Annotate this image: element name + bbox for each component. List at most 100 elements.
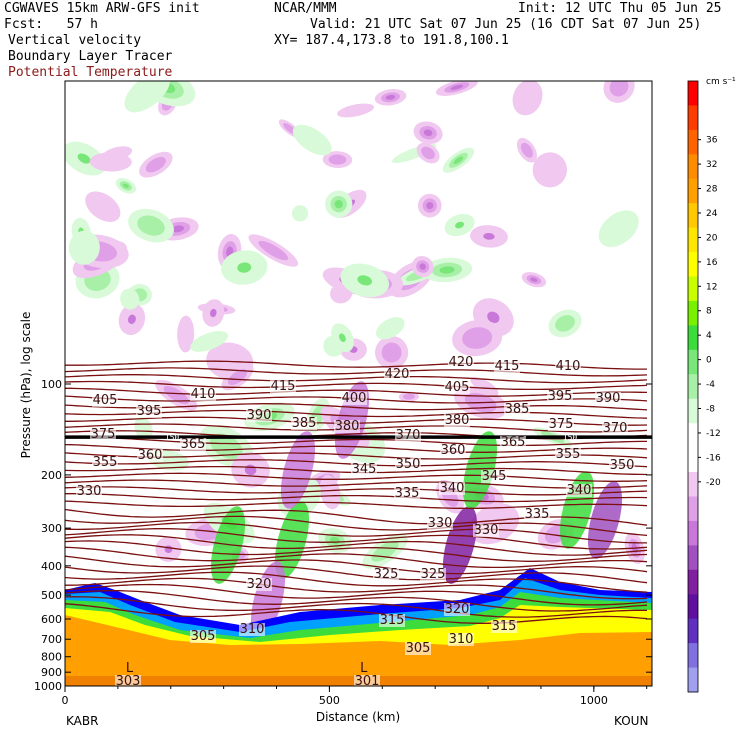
colorbar-swatch: [688, 374, 698, 400]
contour-label: 310: [240, 622, 265, 637]
colorbar-tick-label: 20: [706, 233, 718, 243]
contour-label-bg: [137, 449, 163, 462]
contour-label-bg: [136, 405, 162, 418]
colorbar-swatch: [688, 569, 698, 595]
contour-label-bg: [405, 642, 431, 655]
contour-label: 330: [474, 523, 499, 538]
velocity-cell-core: [381, 342, 402, 363]
theta-contour-line: [65, 546, 648, 569]
contour-label: 340: [440, 481, 465, 496]
contour-label-bg: [92, 456, 118, 469]
contour-label-bg: [547, 390, 573, 403]
contour-label: 360: [138, 448, 163, 463]
contour-label: 305: [191, 629, 216, 644]
theta-contour-line: [65, 577, 648, 600]
contour-label-bg: [494, 360, 520, 373]
y-tick-label: 600: [41, 613, 62, 626]
contour-label-bg: [395, 458, 421, 471]
colorbar-swatch: [688, 472, 698, 497]
colorbar-tick-label: 0: [706, 356, 712, 366]
velocity-cell-peak: [530, 277, 538, 282]
contour-label: 365: [501, 435, 526, 450]
velocity-cell: [337, 103, 374, 118]
contour-label-bg: [394, 487, 420, 500]
y-axis-label: Pressure (hPa), log scale: [19, 312, 33, 459]
velocity-cell-core: [462, 327, 493, 349]
contour-label: 385: [505, 402, 530, 417]
theta-contour-line: [65, 540, 648, 562]
contour-label: 325: [421, 567, 446, 582]
velocity-cell-core: [402, 393, 415, 400]
contour-label: 350: [396, 457, 421, 472]
contour-label: 330: [77, 484, 102, 499]
contour-label-bg: [609, 459, 635, 472]
contour-label-bg: [291, 417, 317, 430]
contour-label: 410: [191, 387, 216, 402]
contour-label-bg: [351, 463, 377, 476]
theta-contour-line: [65, 528, 648, 550]
velocity-cell-peak: [450, 84, 464, 90]
velocity-cell: [470, 376, 499, 397]
contour-label: 310: [449, 632, 474, 647]
y-tick-label: 1000: [34, 680, 62, 693]
velocity-cell-peak: [426, 202, 434, 210]
field-bl-tracer: Boundary Layer Tracer: [8, 49, 173, 64]
contour-label-bg: [444, 603, 470, 616]
contour-label-bg: [341, 392, 367, 405]
contour-label-bg: [500, 436, 526, 449]
contour-label: 325: [374, 567, 399, 582]
velocity-cell-core: [163, 385, 189, 405]
contour-label: 390: [596, 391, 621, 406]
velocity-cell: [598, 210, 639, 248]
contour-label: 345: [352, 462, 377, 477]
contour-label-bg: [444, 414, 470, 427]
contour-label-bg: [491, 620, 517, 633]
tropopause-label: 150: [563, 433, 578, 442]
contour-label: 395: [548, 389, 573, 404]
velocity-cell: [89, 152, 132, 172]
theta-contour-line: [65, 555, 648, 575]
colorbar-swatch: [688, 594, 698, 620]
velocity-cell: [512, 81, 543, 116]
valid-time: Valid: 21 UTC Sat 07 Jun 25 (16 CDT Sat …: [310, 17, 702, 32]
contour-label: 375: [549, 417, 574, 432]
velocity-cell-core: [609, 81, 629, 97]
theta-contour-line: [65, 367, 648, 377]
contour-label: 340: [567, 483, 592, 498]
velocity-cell: [292, 124, 332, 156]
colorbar-tick-label: 28: [706, 185, 718, 195]
theta-contour-line: [65, 486, 648, 496]
velocity-cell-peak: [483, 232, 495, 240]
colorbar-swatch: [688, 81, 698, 106]
x-tick-label: 1000: [580, 694, 608, 707]
contour-label: 315: [380, 613, 405, 628]
contour-label: 330: [428, 516, 453, 531]
init-time: Init: 12 UTC Thu 05 Jun 25: [518, 1, 722, 16]
theta-contour-line: [65, 590, 648, 612]
tracer-band-orange: [65, 615, 652, 686]
xy-coords: XY= 187.4,173.8 to 191.8,100.1: [274, 33, 509, 48]
model-title: CGWAVES 15km ARW-GFS init: [4, 1, 200, 16]
contour-label-bg: [548, 418, 574, 431]
velocity-cell-peak: [453, 156, 464, 165]
contour-label: 360: [441, 443, 466, 458]
velocity-cell: [532, 152, 568, 188]
velocity-cell: [190, 331, 229, 352]
velocity-cell: [177, 315, 195, 353]
velocity-cell-peak: [455, 221, 465, 229]
theta-contour-labels: 420 420 415 415 410 410 405 405 400 395 395 390 390 3…: [76, 355, 635, 689]
theta-contour-line: [65, 603, 648, 624]
velocity-cell-peak: [237, 262, 252, 273]
velocity-cell-peak: [339, 333, 346, 343]
tropopause-label: 150: [165, 433, 180, 442]
velocity-cell-core: [328, 154, 347, 165]
contour-label-bg: [473, 524, 499, 537]
colorbar-swatch: [688, 398, 698, 424]
contour-label: 385: [292, 416, 317, 431]
contour-label-bg: [180, 438, 206, 451]
colorbar-swatch: [688, 325, 698, 351]
y-tick-label: 500: [41, 589, 62, 602]
contour-label: 315: [492, 619, 517, 634]
colorbar-tick-label: 32: [706, 160, 717, 170]
theta-contour-line: [65, 515, 648, 537]
